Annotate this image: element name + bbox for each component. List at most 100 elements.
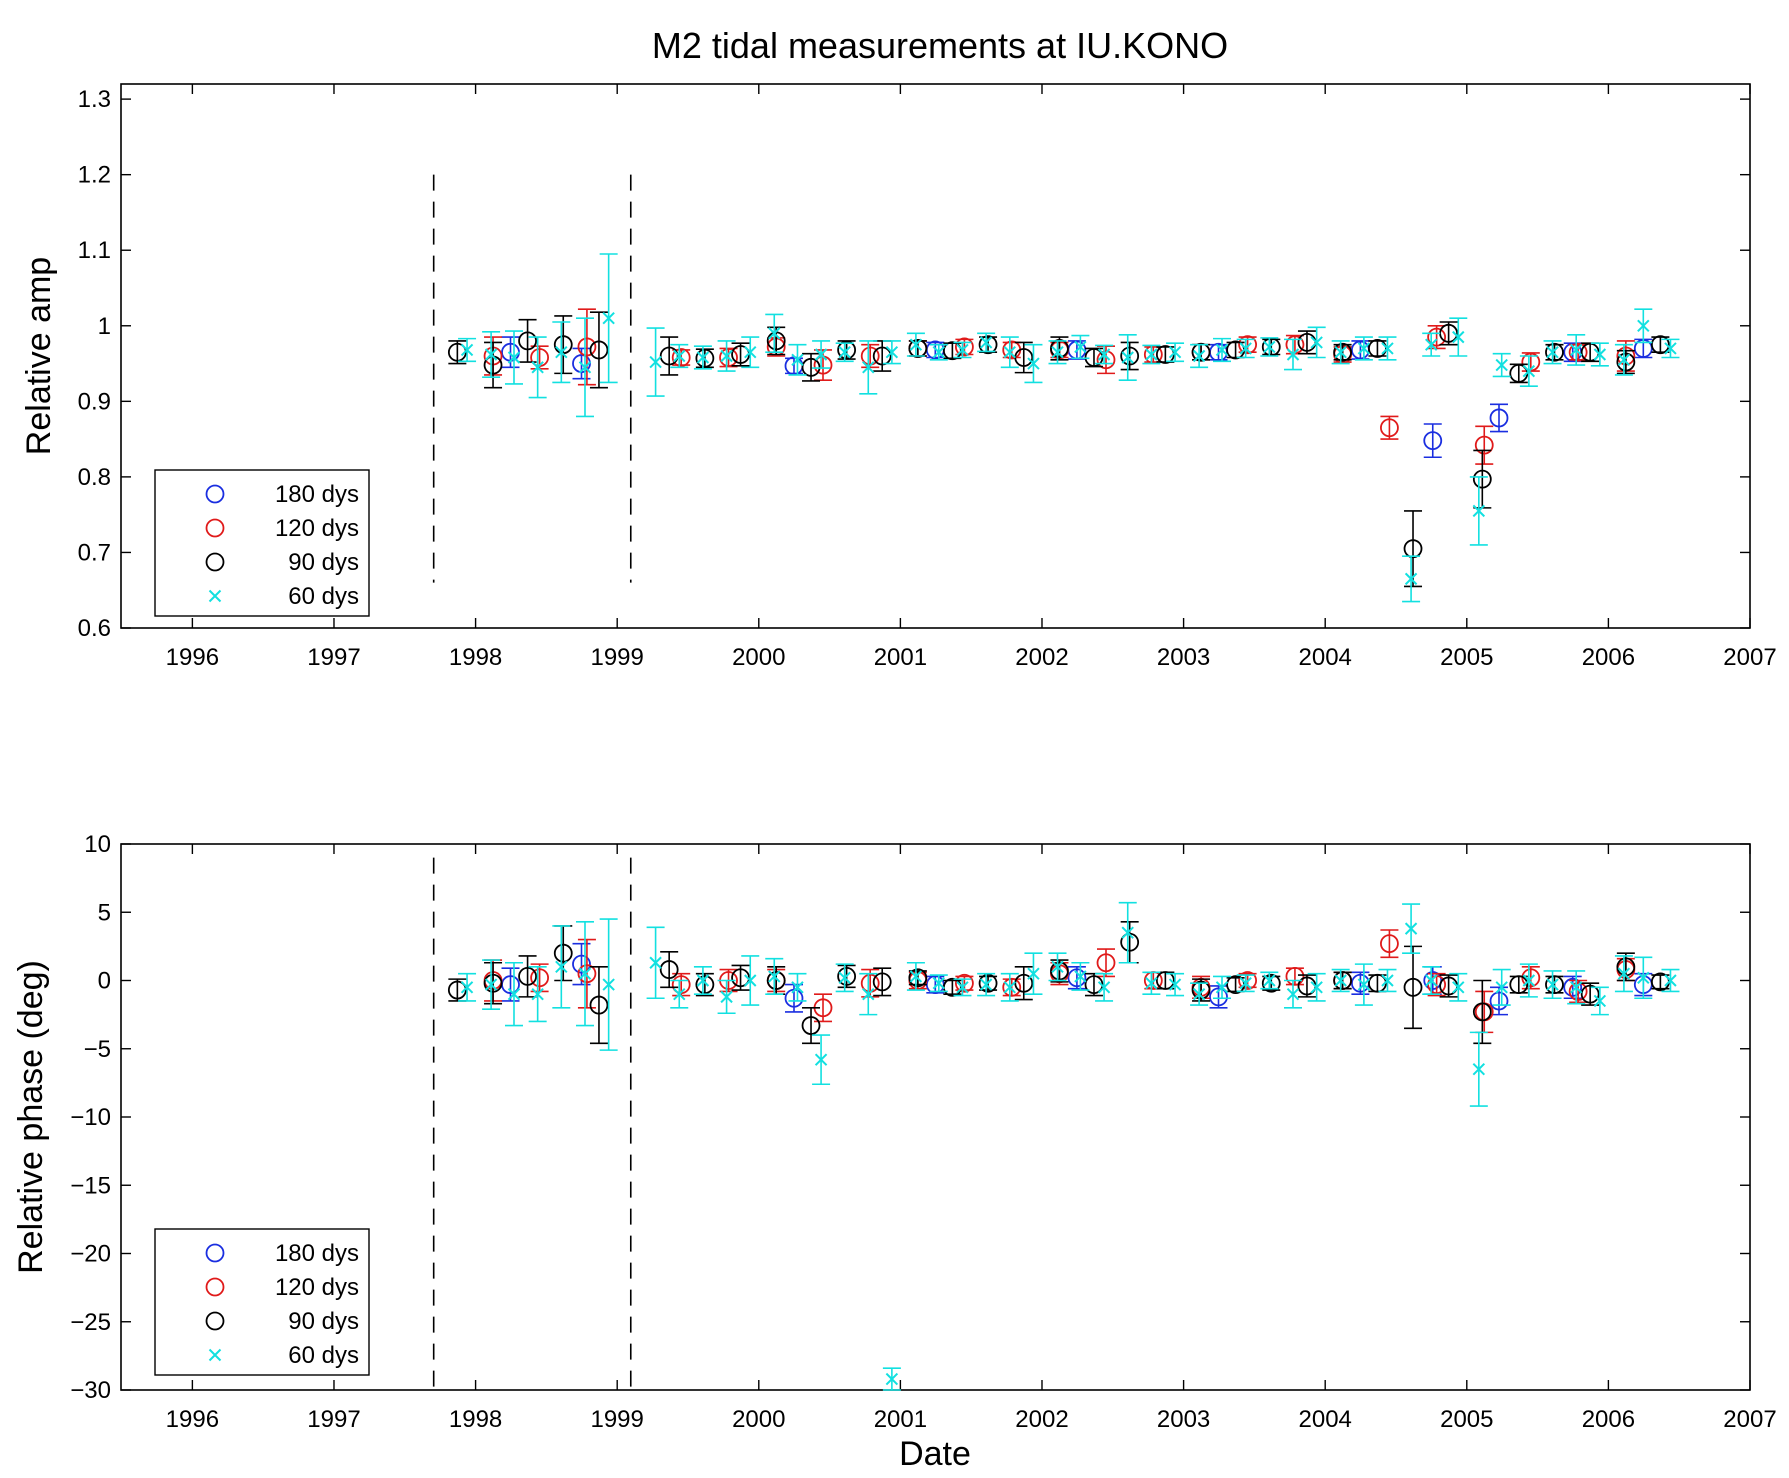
phase-data-point — [1121, 926, 1134, 939]
amplitude-x-tick-label: 2003 — [1157, 644, 1210, 671]
phase-data-point — [1239, 977, 1252, 990]
amplitude-data-point — [1145, 348, 1158, 361]
phase-legend-marker — [205, 1311, 225, 1331]
amplitude-y-tick-label: 1.2 — [78, 162, 111, 189]
phase-legend: 180 dys 120 dys 90 dys 60 dys — [154, 1228, 370, 1376]
amplitude-data-point — [1650, 335, 1670, 355]
phase-data-point — [1097, 981, 1111, 994]
phase-data-point — [1509, 975, 1529, 994]
amplitude-data-point — [696, 351, 710, 364]
phase-x-tick-label: 2005 — [1440, 1406, 1493, 1433]
phase-data-point — [1067, 968, 1087, 988]
phase-x-tick-label: 2002 — [1015, 1406, 1068, 1433]
amplitude-data-point — [744, 346, 757, 359]
phase-data-point — [1546, 978, 1559, 991]
amplitude-x-tick-label: 2001 — [874, 644, 927, 671]
amplitude-data-point — [956, 343, 969, 357]
phase-data-point — [1145, 977, 1158, 990]
phase-data-point — [837, 967, 857, 986]
amplitude-data-point — [1050, 339, 1069, 358]
amplitude-series-60-dys — [458, 253, 1680, 603]
phase-data-point — [1050, 961, 1069, 981]
phase-data-point — [1192, 987, 1206, 1001]
phase-x-tick-label: 1996 — [166, 1406, 219, 1433]
phase-data-point — [447, 980, 467, 1000]
amplitude-data-point — [1664, 342, 1677, 355]
amplitude-y-axis-label: Relative amp — [20, 257, 58, 455]
amplitude-legend-box — [154, 469, 370, 617]
phase-legend-box — [154, 1228, 370, 1376]
amplitude-data-point — [720, 349, 733, 363]
amplitude-data-point — [1381, 342, 1394, 355]
amplitude-y-tick-label: 1.3 — [78, 86, 111, 113]
phase-data-point — [1215, 981, 1229, 994]
amplitude-legend-label: 120 dys — [275, 515, 359, 542]
phase-x-tick-label: 2006 — [1582, 1406, 1635, 1433]
phase-data-point — [1637, 971, 1650, 984]
phase-data-point — [791, 981, 804, 994]
phase-data-point — [460, 981, 474, 994]
phase-data-point — [602, 978, 615, 991]
phase-data-point — [1472, 1063, 1486, 1076]
amplitude-data-point — [1568, 342, 1588, 362]
amplitude-data-point — [978, 335, 998, 355]
amplitude-data-point — [1423, 431, 1443, 451]
amplitude-data-point — [1168, 346, 1182, 359]
amplitude-y-tick-label: 1.1 — [78, 237, 111, 264]
amplitude-data-point — [719, 348, 738, 367]
phase-data-point — [1238, 971, 1258, 990]
phase-data-point — [1404, 922, 1418, 935]
chart-title: M2 tidal measurements at IU.KONO — [652, 25, 1228, 66]
phase-data-point — [1051, 960, 1064, 974]
phase-data-point — [909, 970, 923, 983]
phase-data-point — [801, 1016, 821, 1035]
phase-panel: Relative phase (deg) Date −30 −25 −20 −15 −1… — [12, 831, 1777, 1473]
phase-data-point — [1617, 967, 1631, 980]
amplitude-legend-label: 90 dys — [288, 549, 359, 576]
amplitude-data-point — [1472, 469, 1492, 489]
amplitude-data-point — [814, 348, 828, 361]
phase-data-point — [720, 990, 733, 1004]
phase-data-point — [838, 971, 851, 984]
amplitude-data-point — [602, 312, 615, 325]
amplitude-data-point — [589, 340, 609, 360]
phase-data-point — [1074, 970, 1087, 983]
phase-y-tick-label: −5 — [84, 1036, 111, 1063]
phase-data-point — [531, 987, 544, 1001]
amplitude-y-tick-label: 0.8 — [78, 464, 111, 491]
amplitude-data-point — [659, 346, 679, 366]
amplitude-data-point — [1333, 342, 1353, 362]
phase-data-point — [1569, 981, 1583, 994]
phase-data-point — [1261, 973, 1281, 993]
amplitude-legend-label: 60 dys — [288, 583, 359, 610]
amplitude-data-point — [1452, 330, 1465, 344]
amplitude-data-point — [872, 346, 892, 366]
phase-data-point — [1286, 987, 1300, 1001]
amplitude-data-point — [577, 337, 597, 357]
amplitude-x-tick-label: 2004 — [1299, 644, 1352, 671]
phase-data-point — [1310, 981, 1323, 994]
phase-y-tick-label: −30 — [70, 1377, 111, 1404]
phase-data-point — [1333, 971, 1353, 990]
amplitude-data-point — [1263, 340, 1276, 354]
phase-data-point — [1403, 977, 1423, 997]
amplitude-data-point — [1368, 339, 1387, 358]
phase-data-point — [1027, 967, 1040, 980]
amplitude-data-point — [1003, 346, 1016, 359]
phase-data-point — [1522, 974, 1536, 987]
amplitude-data-point — [531, 361, 544, 374]
amplitude-legend-marker — [205, 484, 225, 504]
amplitude-data-point — [862, 361, 875, 374]
phase-data-point — [1472, 1002, 1492, 1022]
amplitude-x-tick-label: 2000 — [732, 644, 785, 671]
amplitude-legend-marker — [205, 518, 225, 538]
amplitude-data-point — [1121, 351, 1134, 364]
amplitude-x-tick-label: 1998 — [449, 644, 502, 671]
amplitude-panel: Relative amp 0.6 0.7 0.8 0.9 1 1.1 1.2 1.3 1996 1… — [20, 83, 1777, 671]
phase-data-point — [578, 967, 592, 980]
amplitude-data-point — [1472, 504, 1486, 518]
phase-data-point — [1155, 971, 1175, 990]
amplitude-data-point — [838, 346, 851, 359]
amplitude-x-tick-label: 1996 — [166, 644, 219, 671]
phase-plot-area — [447, 901, 1680, 1391]
